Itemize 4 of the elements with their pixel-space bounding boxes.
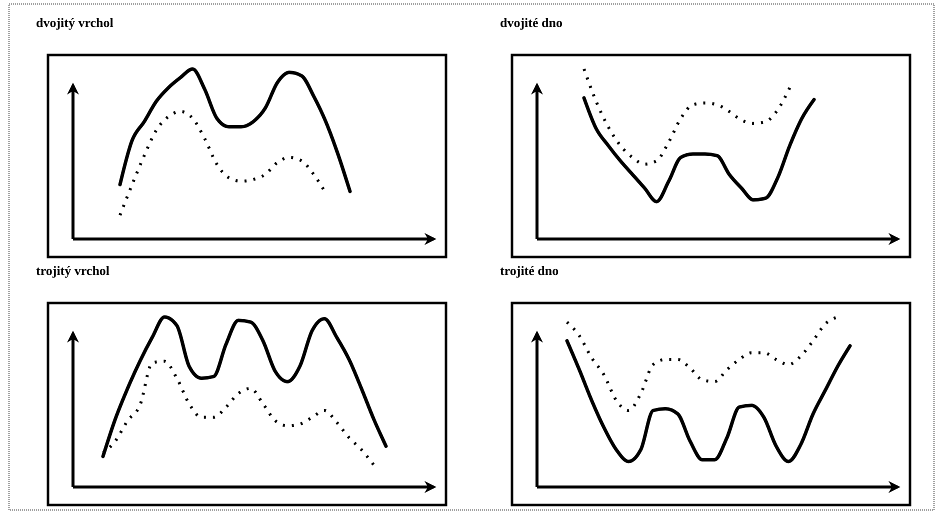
chart-title: dvojitý vrchol [36,15,114,30]
chart-title: trojitý vrchol [36,263,110,278]
chart-title: dvojité dno [500,15,562,30]
chart-title: trojité dno [500,263,559,278]
